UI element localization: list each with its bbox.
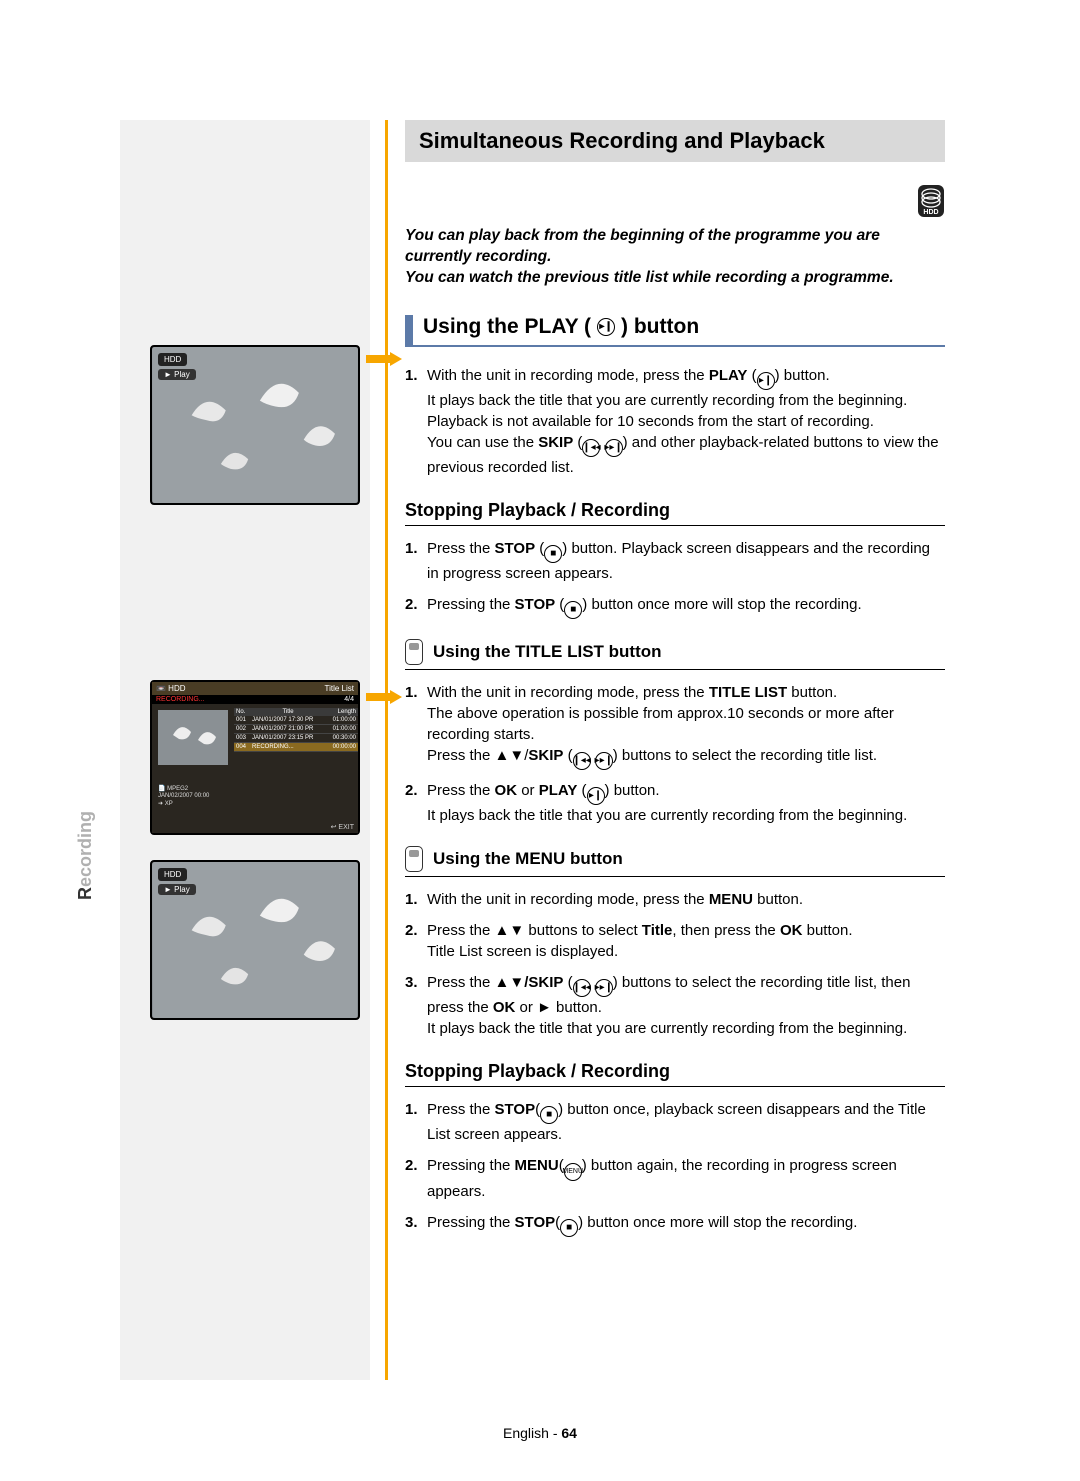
orange-divider [385, 120, 388, 1380]
intro-line-2: You can watch the previous title list wh… [405, 268, 945, 289]
arrow-indicator-2 [366, 690, 402, 704]
heading-stop-2: Stopping Playback / Recording [405, 1061, 945, 1087]
step-item: 1.With the unit in recording mode, press… [405, 365, 945, 478]
stop2-steps: 1.Press the STOP(■) button once, playbac… [405, 1099, 945, 1237]
step-item: 1.With the unit in recording mode, press… [405, 682, 945, 770]
main-content: Simultaneous Recording and Playback HDD … [405, 120, 945, 1247]
titlelist-steps: 1.With the unit in recording mode, press… [405, 682, 945, 826]
play-badge-1: ► Play [158, 369, 196, 380]
manual-page: Recording HDD ► Play 📼 HDD Title List [0, 0, 1080, 1481]
tl-meta3: ➜ XP [158, 801, 209, 809]
tl-header-left: 📼 HDD [156, 684, 186, 693]
tl-row: 003JAN/01/2007 23:15 PR00:30:00 [234, 734, 358, 743]
heading-play-post: ) button [621, 315, 699, 339]
tl-meta2: JAN/02/2007 00:00 [158, 793, 209, 801]
tl-meta: 📄 MPEG2 JAN/02/2007 00:00 ➜ XP [158, 786, 209, 809]
tl-col-no: No. [236, 709, 252, 715]
tl-row: 004RECORDING...00:00:00 [234, 743, 358, 752]
screenshot-title-list: 📼 HDD Title List RECORDING... 4/4 No. Ti… [150, 680, 360, 835]
tl-header-right: Title List [325, 684, 355, 693]
screenshot-playback-1: HDD ► Play [150, 345, 360, 505]
tl-columns: No. Title Length [234, 708, 358, 716]
hdd-disk-icon: HDD [917, 184, 945, 218]
step-item: 2.Press the ▲▼ buttons to select Title, … [405, 920, 945, 962]
footer-lang: English [503, 1425, 549, 1441]
section-label-rest: ecording [75, 811, 95, 887]
heading-menu-text: Using the MENU button [433, 849, 623, 869]
arrow-indicator-1 [366, 352, 402, 366]
tl-col-title: Title [252, 709, 324, 715]
menu-steps: 1.With the unit in recording mode, press… [405, 889, 945, 1039]
hdd-badge-1: HDD [158, 353, 187, 366]
remote-icon [405, 639, 423, 665]
step-item: 2.Pressing the MENU(MENU) button again, … [405, 1155, 945, 1202]
step-item: 1.With the unit in recording mode, press… [405, 889, 945, 910]
step-item: 1.Press the STOP(■) button once, playbac… [405, 1099, 945, 1145]
tl-page-ind: 4/4 [344, 696, 354, 703]
section-banner: Simultaneous Recording and Playback [405, 120, 945, 162]
screenshot-playback-2: HDD ► Play [150, 860, 360, 1020]
tl-thumb [158, 710, 228, 765]
heading-menu: Using the MENU button [405, 846, 945, 877]
play-steps: 1.With the unit in recording mode, press… [405, 365, 945, 478]
stop1-steps: 1.Press the STOP (■) button. Playback sc… [405, 538, 945, 619]
step-item: 2.Press the OK or PLAY (▸❙) button.It pl… [405, 780, 945, 826]
tl-rec-tag: RECORDING... [156, 696, 205, 703]
play-badge-2: ► Play [158, 884, 196, 895]
remote-icon-2 [405, 846, 423, 872]
section-label-accent: R [75, 887, 95, 900]
hdd-badge-2: HDD [158, 868, 187, 881]
tl-exit: ↩ EXIT [331, 823, 354, 831]
heading-titlelist-text: Using the TITLE LIST button [433, 642, 662, 662]
tl-meta1: 📄 MPEG2 [158, 786, 209, 794]
intro-text: You can play back from the beginning of … [405, 226, 945, 289]
heading-titlelist: Using the TITLE LIST button [405, 639, 945, 670]
footer-page: 64 [561, 1425, 577, 1441]
page-footer: English - 64 [0, 1425, 1080, 1441]
intro-line-1: You can play back from the beginning of … [405, 226, 945, 268]
tl-row: 002JAN/01/2007 21:00 PR01:00:00 [234, 725, 358, 734]
step-item: 2.Pressing the STOP (■) button once more… [405, 594, 945, 619]
tl-rows: No. Title Length 001JAN/01/2007 17:30 PR… [234, 704, 358, 771]
heading-stop-1: Stopping Playback / Recording [405, 500, 945, 526]
section-label-rotated: Recording [75, 811, 96, 900]
step-item: 1.Press the STOP (■) button. Playback sc… [405, 538, 945, 584]
heading-play-pre: Using the PLAY ( [423, 315, 591, 339]
title-list-ui: 📼 HDD Title List RECORDING... 4/4 No. Ti… [152, 682, 358, 833]
svg-text:HDD: HDD [923, 209, 938, 216]
step-item: 3.Pressing the STOP(■) button once more … [405, 1212, 945, 1237]
step-item: 3.Press the ▲▼/SKIP (❙◂◂ ▸▸❙) buttons to… [405, 972, 945, 1039]
play-icon: ▸❙ [597, 318, 615, 336]
heading-play: Using the PLAY ( ▸❙ ) button [405, 315, 945, 347]
tl-col-len: Length [324, 709, 356, 715]
tl-row: 001JAN/01/2007 17:30 PR01:00:00 [234, 716, 358, 725]
